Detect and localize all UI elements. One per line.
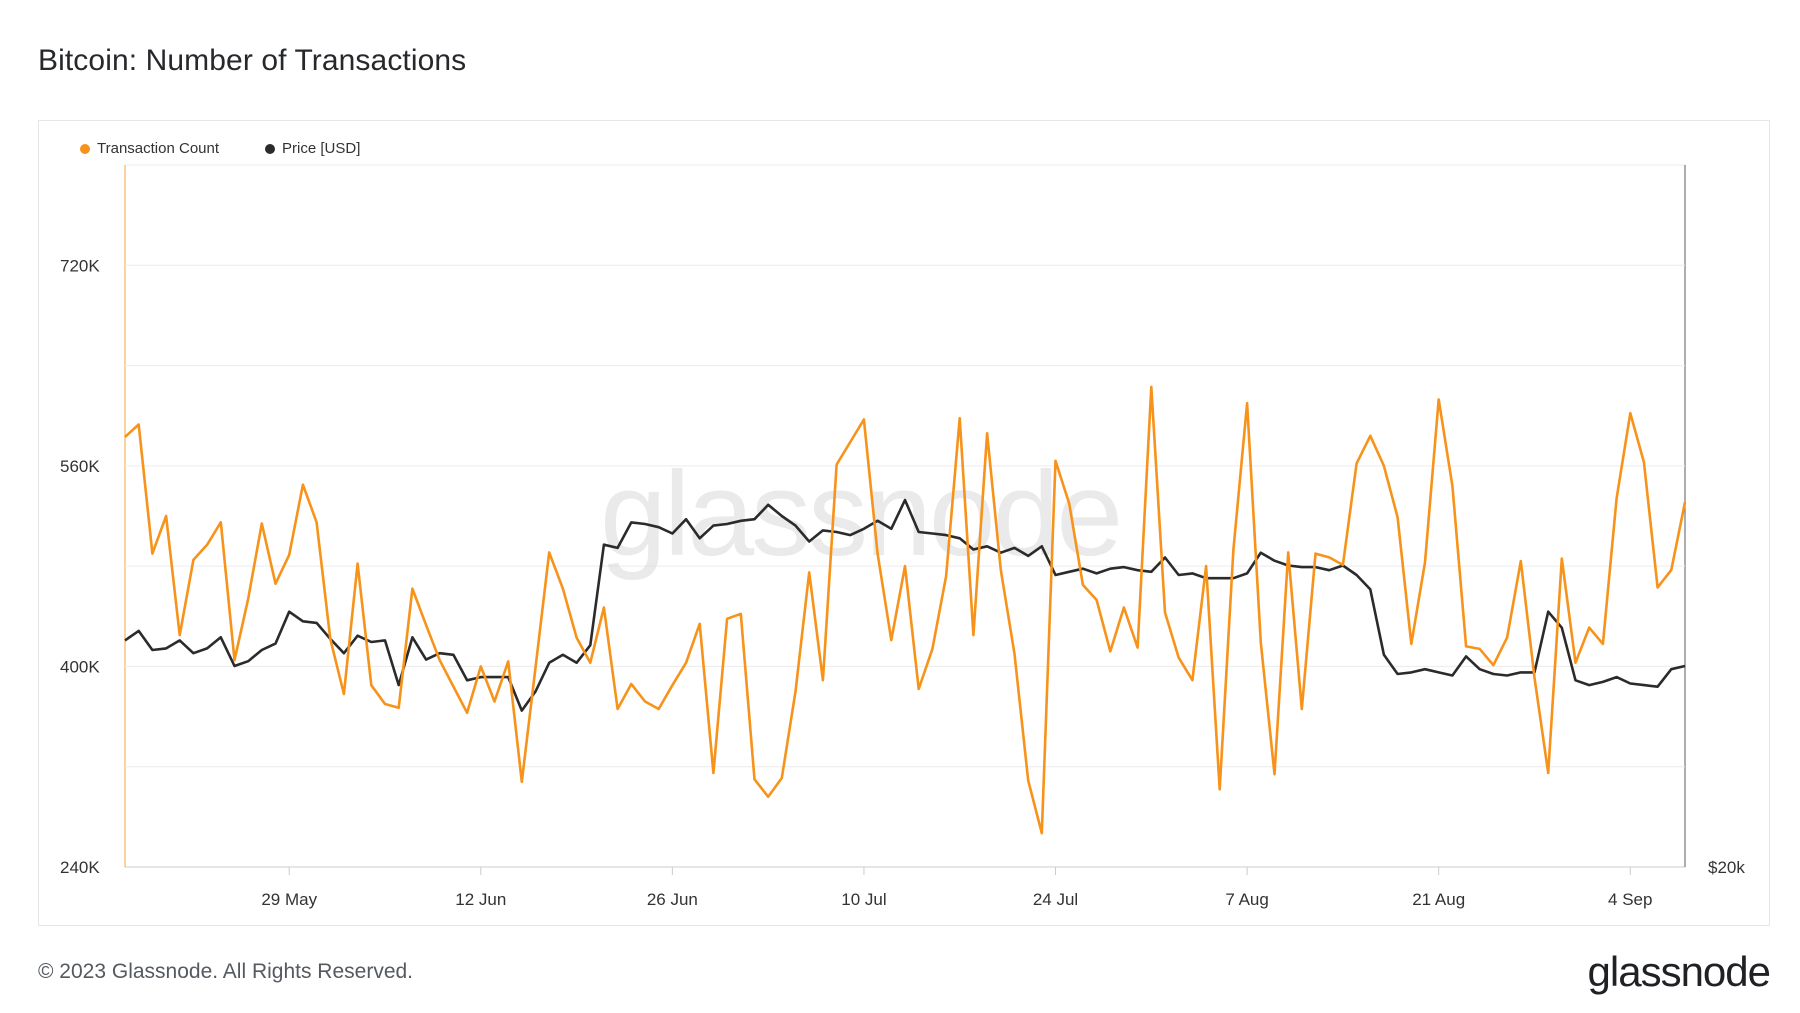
legend-label-price: Price [USD] <box>282 140 361 157</box>
x-tick-label: 7 Aug <box>1225 890 1269 909</box>
x-tick-label: 4 Sep <box>1608 890 1652 909</box>
legend-item-price[interactable]: Price [USD] <box>265 140 360 157</box>
watermark-logo: glassnode <box>600 447 1120 581</box>
y-tick-label: 240K <box>60 858 100 877</box>
x-tick-label: 12 Jun <box>455 890 506 909</box>
footer-copyright: © 2023 Glassnode. All Rights Reserved. <box>38 960 414 983</box>
chart-panel <box>38 120 1770 926</box>
x-tick-label: 24 Jul <box>1033 890 1078 909</box>
axis-layer: 240K 400K 560K 720K $20k 29 May 12 Jun 26 Jun 10… <box>60 256 1745 909</box>
x-tick-label: 26 Jun <box>647 890 698 909</box>
legend-dot-price <box>265 143 276 154</box>
y-tick-label: 400K <box>60 657 100 676</box>
legend-dot-transaction-count <box>80 143 90 154</box>
y2-tick-label: $20k <box>1708 858 1745 877</box>
series-line-price <box>124 498 1686 712</box>
x-tick-label: 10 Jul <box>841 890 886 909</box>
page-title: Bitcoin: Number of Transactions <box>38 44 467 77</box>
x-tick-label: 29 May <box>261 890 317 909</box>
legend-label-transaction-count: Transaction Count <box>97 140 220 157</box>
chart-legend: Transaction Count Price [USD] <box>80 140 360 157</box>
legend-item-transaction-count[interactable]: Transaction Count <box>80 140 219 157</box>
x-tick-label: 21 Aug <box>1412 890 1465 909</box>
series-line-transaction-count <box>124 385 1687 835</box>
series-layer <box>124 385 1687 835</box>
y-tick-label: 560K <box>60 457 100 476</box>
footer-logo: glassnode <box>1587 948 1771 995</box>
y-tick-label: 720K <box>60 256 100 275</box>
